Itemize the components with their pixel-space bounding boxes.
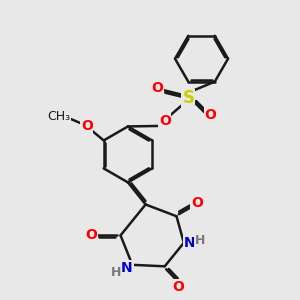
Text: H: H [111, 266, 121, 279]
Text: O: O [159, 114, 171, 128]
Text: O: O [204, 108, 216, 122]
Text: O: O [85, 228, 97, 242]
Text: O: O [191, 196, 203, 210]
Text: H: H [195, 234, 205, 247]
Text: N: N [121, 261, 133, 275]
Text: CH₃: CH₃ [47, 110, 70, 123]
Text: O: O [152, 81, 163, 95]
Text: N: N [183, 236, 195, 250]
Text: O: O [81, 119, 93, 134]
Text: S: S [182, 89, 194, 107]
Text: O: O [172, 280, 184, 294]
